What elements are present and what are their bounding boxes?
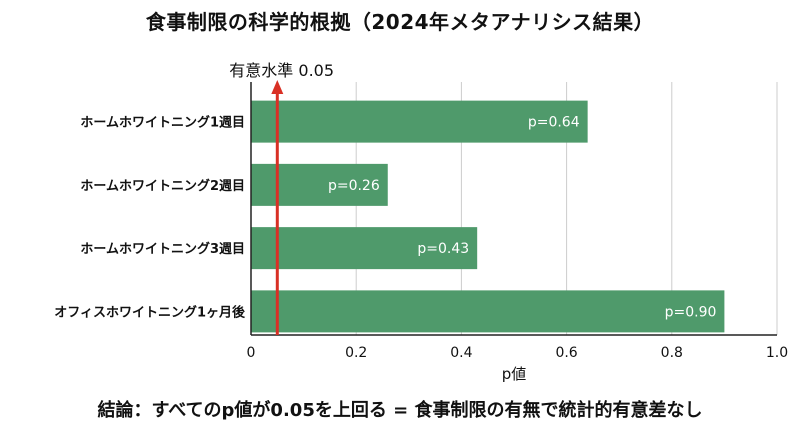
bar-data-label: p=0.43 xyxy=(417,241,469,257)
reference-arrow-icon xyxy=(271,80,284,94)
x-axis-title: p値 xyxy=(502,365,527,383)
conclusion-text: 結論：すべてのp値が0.05を上回る = 食事制限の有無で統計的有意差なし xyxy=(97,400,703,421)
x-tick-label: 0.4 xyxy=(450,345,472,361)
reference-line-group: 有意水準 0.05 xyxy=(229,61,334,335)
bar xyxy=(251,163,388,206)
bar-data-label: p=0.26 xyxy=(328,178,380,194)
x-tick-label: 0.6 xyxy=(555,345,577,361)
bar-data-label: p=0.90 xyxy=(665,304,717,320)
category-label: ホームホワイトニング3週目 xyxy=(80,241,245,257)
axes: 0 0.2 0.4 0.6 0.8 1.0 p値 ホームホワイトニング1週目ホームホワイトニン… xyxy=(54,82,788,383)
category-label: ホームホワイトニング2週目 xyxy=(80,178,245,194)
x-tick-label: 0 xyxy=(247,345,256,361)
category-label: ホームホワイトニング1週目 xyxy=(80,115,245,131)
reference-line-label: 有意水準 0.05 xyxy=(229,61,334,80)
bar xyxy=(251,227,478,270)
bar xyxy=(251,290,725,333)
chart-title: 食事制限の科学的根拠（2024年メタアナリシス結果） xyxy=(145,10,655,34)
bar-data-label: p=0.64 xyxy=(528,115,580,131)
x-tick-label: 1.0 xyxy=(766,345,788,361)
x-tick-label: 0.8 xyxy=(661,345,683,361)
x-tick-label: 0.2 xyxy=(345,345,367,361)
category-label: オフィスホワイトニング1ヶ月後 xyxy=(54,304,246,320)
bars: p=0.64 p=0.26 p=0.43 p=0.90 xyxy=(251,100,725,333)
bar xyxy=(251,100,588,143)
